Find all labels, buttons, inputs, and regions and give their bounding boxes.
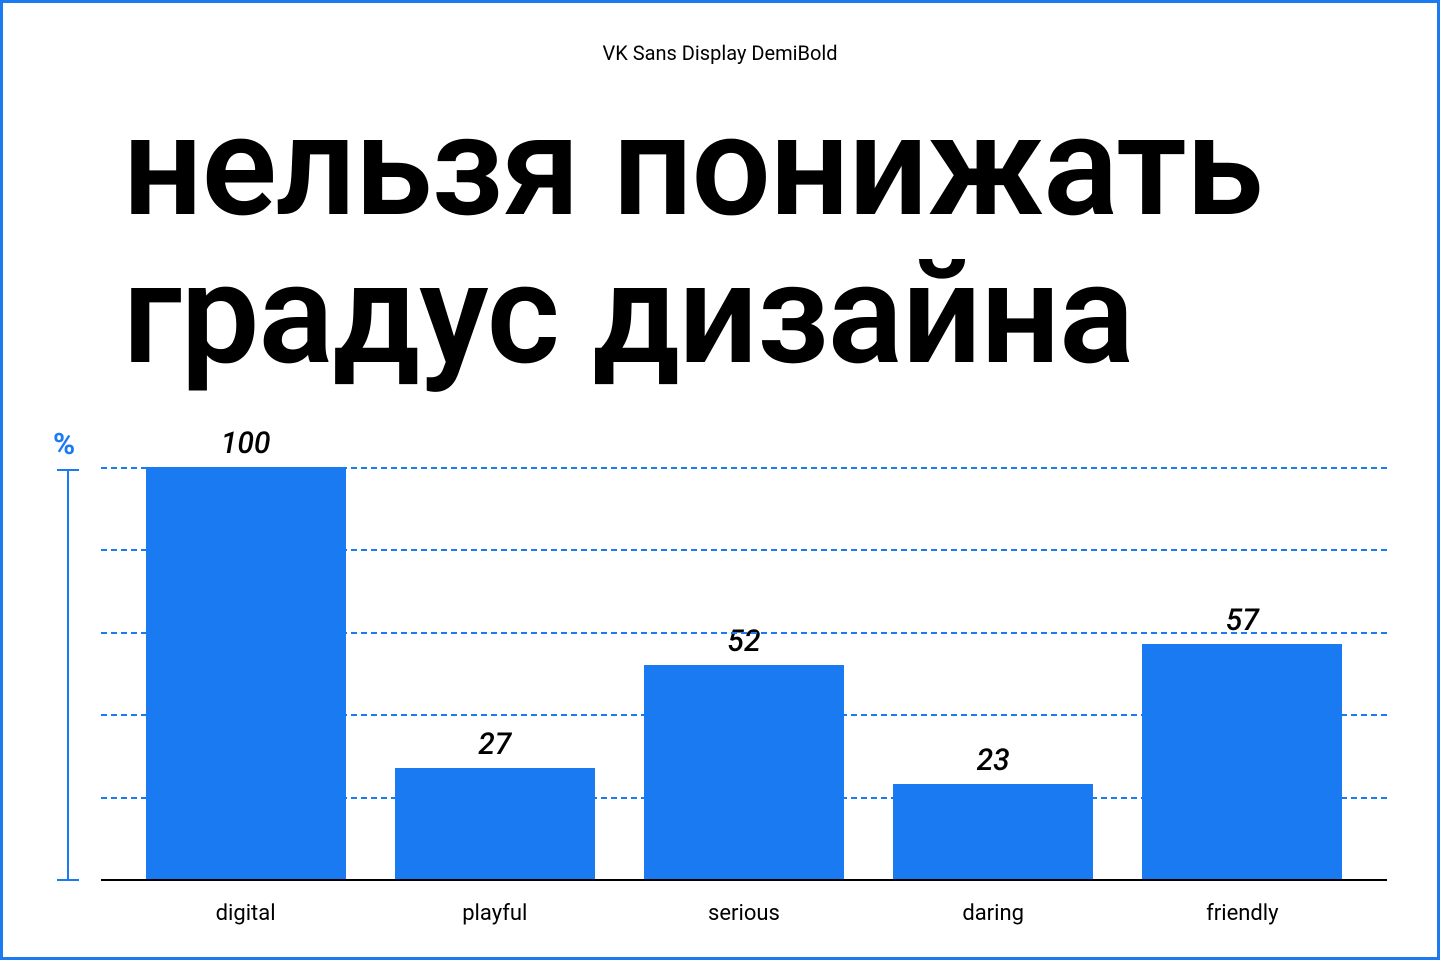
bar-rect [644,665,844,879]
bar-value-label: 52 [727,624,760,659]
bar-playful: 27 [395,727,595,879]
y-axis-unit: % [53,427,75,462]
bars-container: 10027522357 [101,469,1387,879]
x-axis-label: friendly [1142,887,1342,927]
x-axis-label: digital [146,887,346,927]
x-axis-baseline [101,879,1387,881]
bar-rect [146,467,346,879]
gridline [101,714,1387,716]
y-axis-line [67,469,69,881]
bar-rect [1142,644,1342,879]
plot-area: 10027522357 [101,469,1387,881]
x-axis-label: serious [644,887,844,927]
font-name-label: VK Sans Display DemiBold [3,41,1437,65]
gridline [101,632,1387,634]
bar-value-label: 100 [221,426,271,461]
bar-digital: 100 [146,426,346,879]
gridline [101,797,1387,799]
bar-value-label: 23 [977,743,1010,778]
specimen-frame: VK Sans Display DemiBold нельзя понижать… [0,0,1440,960]
headline-display-text: нельзя понижать градус дизайна [123,93,1397,390]
bar-daring: 23 [893,743,1093,879]
bar-chart: % 10027522357 digitalplayfulseriousdarin… [53,433,1387,927]
x-axis-label: daring [893,887,1093,927]
y-axis-tick-top [57,469,79,471]
bar-value-label: 27 [478,727,511,762]
bar-serious: 52 [644,624,844,879]
bar-rect [395,768,595,879]
bar-friendly: 57 [1142,603,1342,879]
gridline [101,467,1387,469]
x-axis-labels: digital playful serious daring friendly [101,887,1387,927]
x-axis-label: playful [395,887,595,927]
gridline [101,549,1387,551]
y-axis-tick-bottom [57,879,79,881]
